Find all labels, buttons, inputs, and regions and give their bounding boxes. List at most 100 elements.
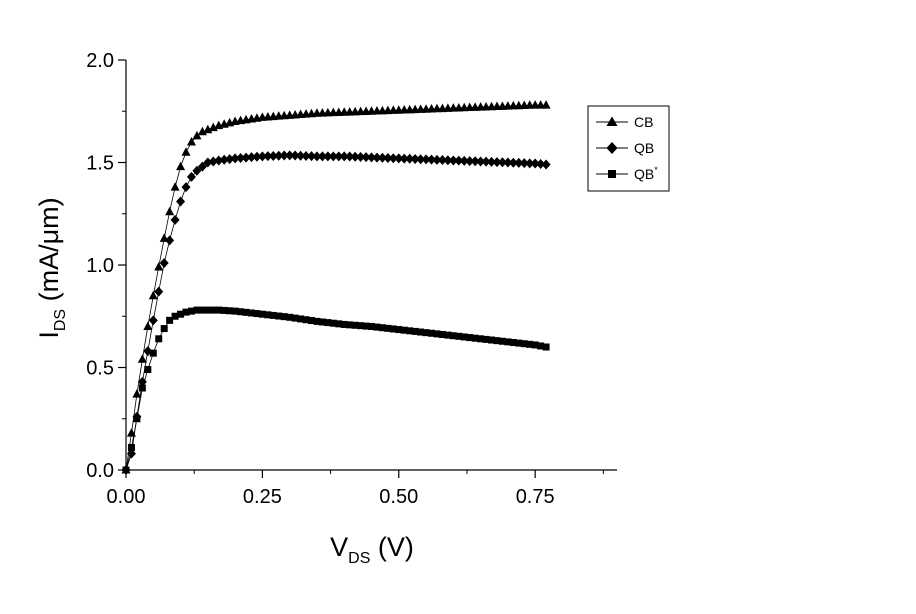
point-qb-star [460, 333, 468, 341]
point-qb [246, 152, 256, 163]
point-qb [519, 158, 529, 169]
point-qb [421, 154, 431, 165]
point-qb [317, 151, 327, 162]
point-qb-star [444, 331, 452, 339]
point-qb-star [449, 332, 457, 340]
point-qb [328, 151, 338, 162]
point-cb [154, 262, 164, 271]
point-qb [514, 157, 524, 168]
point-qb-star [302, 316, 310, 324]
point-qb [339, 151, 349, 162]
point-qb-star [253, 310, 261, 318]
point-qb [274, 150, 284, 161]
point-qb [492, 157, 502, 168]
x-axis-title-unit: (V) [370, 532, 414, 562]
point-qb-star [166, 316, 174, 324]
y-axis-title: IDS (mA/μm) [34, 197, 69, 338]
point-qb-star [466, 334, 474, 342]
point-cb [541, 100, 551, 109]
point-qb-star [455, 332, 463, 340]
point-qb [448, 155, 458, 166]
point-qb-star [264, 311, 272, 319]
point-qb [437, 155, 447, 166]
point-qb-star [531, 341, 539, 349]
point-qb-star [515, 339, 523, 347]
point-cb [186, 137, 196, 146]
point-qb [361, 152, 371, 163]
point-qb [181, 182, 191, 193]
point-cb [143, 321, 153, 330]
point-qb [487, 156, 497, 167]
point-qb-star [537, 342, 545, 350]
series-line-qb-star [125, 309, 547, 471]
point-cb [148, 290, 158, 300]
point-qb-star [220, 306, 228, 314]
point-qb-star [526, 340, 534, 348]
point-qb [405, 153, 415, 164]
legend-entry-qb-star: QB* [596, 165, 658, 182]
point-cb [192, 130, 202, 140]
point-qb-star [477, 335, 485, 343]
point-qb [541, 159, 551, 170]
point-qb-star [247, 309, 255, 317]
point-cb [170, 182, 180, 191]
point-qb-star [438, 330, 446, 338]
point-qb [165, 235, 175, 246]
point-qb-star [149, 349, 157, 357]
point-qb-star [297, 315, 305, 323]
point-qb [416, 154, 426, 165]
point-qb [225, 154, 235, 165]
point-qb [192, 165, 202, 176]
legend-marker-cb [606, 116, 618, 126]
x-axis-title-main: V [330, 532, 348, 562]
point-qb-star [313, 317, 321, 325]
point-qb-star [193, 306, 201, 314]
point-qb [263, 151, 273, 162]
point-qb-star [362, 322, 370, 330]
point-qb [388, 153, 398, 164]
x-tick-label-3: 0.75 [516, 486, 555, 508]
point-qb [279, 150, 289, 161]
point-qb [285, 150, 295, 161]
point-qb-star [204, 306, 212, 314]
point-qb [383, 152, 393, 163]
x-tick-label-0: 0.00 [107, 486, 146, 508]
y-tick-label-2: 1.0 [86, 255, 114, 277]
point-qb-star [471, 334, 479, 342]
point-qb-star [400, 326, 408, 334]
point-qb-star [357, 322, 365, 330]
point-qb-star [226, 307, 234, 315]
point-qb-star [182, 308, 190, 316]
point-qb [465, 156, 475, 167]
point-qb [503, 157, 513, 168]
point-qb [497, 157, 507, 168]
y-tick-label-1: 0.5 [86, 358, 114, 380]
y-axis-title-main: I [34, 331, 64, 339]
legend-marker-qb [606, 142, 618, 154]
point-qb-star [406, 327, 414, 335]
x-axis-title: VDS (V) [330, 532, 414, 567]
point-qb [159, 257, 169, 268]
point-qb [394, 153, 404, 164]
point-qb [470, 156, 480, 167]
point-cb [137, 354, 147, 363]
point-qb-star [373, 323, 381, 331]
point-qb [252, 151, 262, 162]
point-qb [148, 315, 158, 326]
point-qb-star [324, 319, 332, 327]
point-qb-star [138, 384, 146, 392]
point-qb [203, 157, 213, 168]
point-qb [367, 152, 376, 163]
point-qb-star [209, 306, 217, 314]
point-qb-star [291, 314, 299, 322]
point-qb-star [160, 325, 168, 333]
point-qb-star [177, 310, 185, 318]
point-qb [312, 151, 322, 162]
point-qb-star [286, 313, 294, 321]
legend-marker-qb-star [608, 170, 616, 178]
point-qb [454, 155, 464, 166]
y-tick-label-3: 1.5 [86, 153, 114, 175]
point-qb [230, 153, 240, 164]
point-qb [186, 171, 196, 182]
point-qb-star [395, 326, 403, 334]
